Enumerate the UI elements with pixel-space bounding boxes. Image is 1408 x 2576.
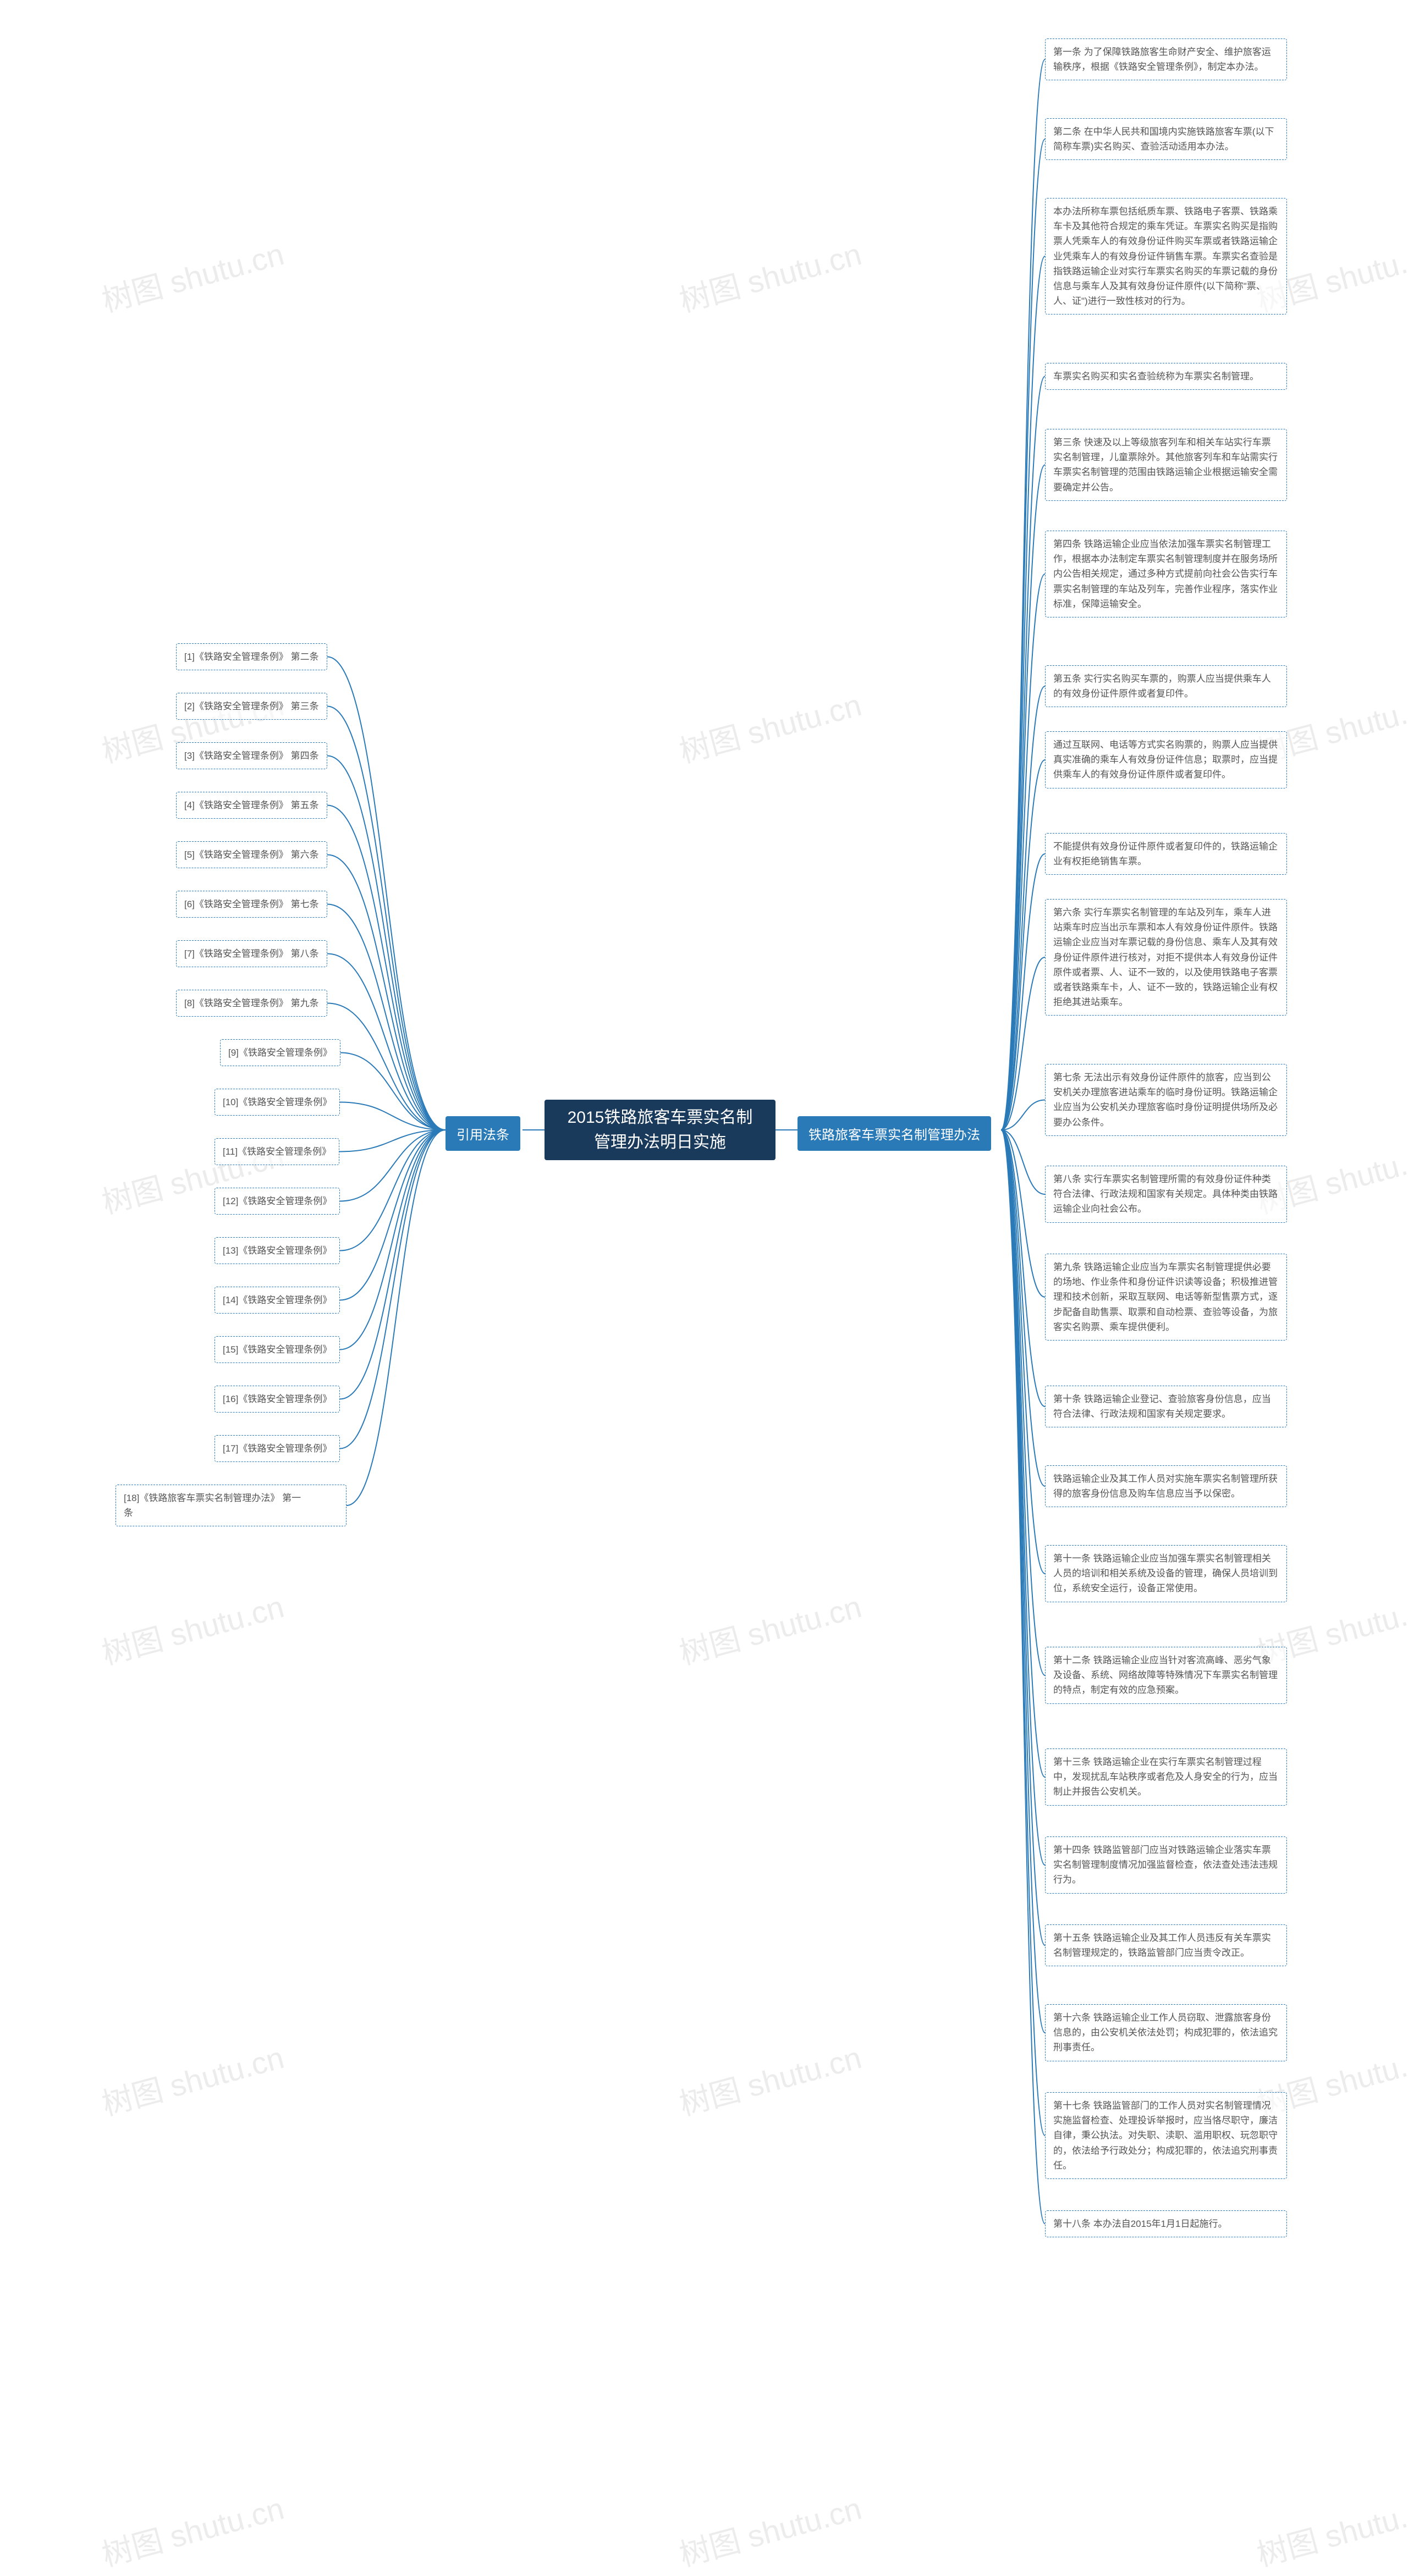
right-leaf: 第七条 无法出示有效身份证件原件的旅客，应当到公安机关办理旅客进站乘车的临时身份… (1045, 1064, 1287, 1136)
right-leaf-text: 第十八条 本办法自2015年1月1日起施行。 (1053, 2219, 1227, 2229)
watermark: 树图 shutu.cn (674, 1582, 866, 1673)
right-leaf: 第十六条 铁路运输企业工作人员窃取、泄露旅客身份信息的，由公安机关依法处罚；构成… (1045, 2004, 1287, 2061)
left-leaf-text: [2]《铁路安全管理条例》 第三条 (184, 701, 319, 711)
left-leaf-text: [6]《铁路安全管理条例》 第七条 (184, 899, 319, 909)
left-leaf: [10]《铁路安全管理条例》 (215, 1089, 340, 1116)
watermark: 树图 shutu.cn (674, 2484, 866, 2575)
right-leaf-text: 不能提供有效身份证件原件或者复印件的，铁路运输企业有权拒绝销售车票。 (1053, 841, 1278, 867)
left-leaf-text: [13]《铁路安全管理条例》 (223, 1245, 332, 1256)
watermark: 树图 shutu.cn (674, 2033, 866, 2124)
left-leaf: [8]《铁路安全管理条例》 第九条 (176, 990, 327, 1017)
right-leaf: 第一条 为了保障铁路旅客生命财产安全、维护旅客运输秩序，根据《铁路安全管理条例》… (1045, 38, 1287, 80)
left-leaf: [9]《铁路安全管理条例》 (220, 1039, 340, 1066)
branch-right-text: 铁路旅客车票实名制管理办法 (809, 1128, 980, 1143)
right-leaf: 第十八条 本办法自2015年1月1日起施行。 (1045, 2210, 1287, 2237)
right-leaf: 第三条 快速及以上等级旅客列车和相关车站实行车票实名制管理，儿童票除外。其他旅客… (1045, 429, 1287, 501)
right-leaf: 第十七条 铁路监管部门的工作人员对实名制管理情况实施监督检查、处理投诉举报时，应… (1045, 2092, 1287, 2179)
left-leaf-text: [12]《铁路安全管理条例》 (223, 1196, 332, 1206)
right-leaf-text: 第十一条 铁路运输企业应当加强车票实名制管理相关人员的培训和相关系统及设备的管理… (1053, 1553, 1278, 1593)
right-leaf: 第九条 铁路运输企业应当为车票实名制管理提供必要的场地、作业条件和身份证件识读等… (1045, 1254, 1287, 1341)
right-leaf: 第十三条 铁路运输企业在实行车票实名制管理过程中，发现扰乱车站秩序或者危及人身安… (1045, 1748, 1287, 1806)
right-leaf-text: 第九条 铁路运输企业应当为车票实名制管理提供必要的场地、作业条件和身份证件识读等… (1053, 1262, 1278, 1332)
right-leaf-text: 第十二条 铁路运输企业应当针对客流高峰、恶劣气象及设备、系统、网络故障等特殊情况… (1053, 1655, 1278, 1695)
right-leaf-text: 第十三条 铁路运输企业在实行车票实名制管理过程中，发现扰乱车站秩序或者危及人身安… (1053, 1757, 1278, 1797)
left-leaf-text: [5]《铁路安全管理条例》 第六条 (184, 850, 319, 860)
left-leaf: [5]《铁路安全管理条例》 第六条 (176, 841, 327, 868)
left-leaf: [16]《铁路安全管理条例》 (215, 1386, 340, 1413)
watermark: 树图 shutu.cn (96, 2033, 288, 2124)
left-leaf: [4]《铁路安全管理条例》 第五条 (176, 792, 327, 819)
right-leaf: 第六条 实行车票实名制管理的车站及列车，乘车人进站乘车时应当出示车票和本人有效身… (1045, 899, 1287, 1016)
left-leaf-text: [11]《铁路安全管理条例》 (223, 1146, 331, 1157)
left-leaf-text: [10]《铁路安全管理条例》 (223, 1097, 332, 1107)
right-leaf: 第五条 实行实名购买车票的，购票人应当提供乘车人的有效身份证件原件或者复印件。 (1045, 665, 1287, 707)
right-leaf: 车票实名购买和实名查验统称为车票实名制管理。 (1045, 363, 1287, 390)
left-leaf: [6]《铁路安全管理条例》 第七条 (176, 891, 327, 918)
right-leaf: 本办法所称车票包括纸质车票、铁路电子客票、铁路乘车卡及其他符合规定的乘车凭证。车… (1045, 198, 1287, 315)
right-leaf-text: 铁路运输企业及其工作人员对实施车票实名制管理所获得的旅客身份信息及购车信息应当予… (1053, 1474, 1278, 1499)
left-leaf-text: [4]《铁路安全管理条例》 第五条 (184, 800, 319, 810)
left-leaf-text: [8]《铁路安全管理条例》 第九条 (184, 998, 319, 1008)
right-leaf: 不能提供有效身份证件原件或者复印件的，铁路运输企业有权拒绝销售车票。 (1045, 833, 1287, 875)
branch-left: 引用法条 (446, 1116, 520, 1151)
left-leaf: [18]《铁路旅客车票实名制管理办法》 第一 条 (116, 1485, 346, 1526)
right-leaf: 第十一条 铁路运输企业应当加强车票实名制管理相关人员的培训和相关系统及设备的管理… (1045, 1545, 1287, 1602)
left-leaf-text: [3]《铁路安全管理条例》 第四条 (184, 751, 319, 761)
left-leaf-text: [15]《铁路安全管理条例》 (223, 1344, 332, 1355)
right-leaf-text: 第十条 铁路运输企业登记、查验旅客身份信息，应当符合法律、行政法规和国家有关规定… (1053, 1394, 1271, 1419)
left-leaf-text: [17]《铁路安全管理条例》 (223, 1443, 332, 1454)
right-leaf-text: 第十七条 铁路监管部门的工作人员对实名制管理情况实施监督检查、处理投诉举报时，应… (1053, 2100, 1278, 2171)
right-leaf-text: 第十五条 铁路运输企业及其工作人员违反有关车票实名制管理规定的，铁路监管部门应当… (1053, 1933, 1271, 1958)
right-leaf-text: 第四条 铁路运输企业应当依法加强车票实名制管理工作，根据本办法制定车票实名制管理… (1053, 539, 1278, 609)
branch-left-text: 引用法条 (457, 1128, 509, 1143)
right-leaf: 第十四条 铁路监管部门应当对铁路运输企业落实车票实名制管理制度情况加强监督检查，… (1045, 1836, 1287, 1894)
right-leaf: 第八条 实行车票实名制管理所需的有效身份证件种类符合法律、行政法规和国家有关规定… (1045, 1166, 1287, 1223)
right-leaf-text: 第一条 为了保障铁路旅客生命财产安全、维护旅客运输秩序，根据《铁路安全管理条例》… (1053, 47, 1271, 72)
right-leaf: 第十二条 铁路运输企业应当针对客流高峰、恶劣气象及设备、系统、网络故障等特殊情况… (1045, 1647, 1287, 1704)
right-leaf-text: 通过互联网、电话等方式实名购票的，购票人应当提供真实准确的乘车人有效身份证件信息… (1053, 740, 1278, 780)
watermark: 树图 shutu.cn (674, 680, 866, 771)
right-leaf-text: 第五条 实行实名购买车票的，购票人应当提供乘车人的有效身份证件原件或者复印件。 (1053, 674, 1271, 699)
left-leaf-text: [7]《铁路安全管理条例》 第八条 (184, 948, 319, 959)
right-leaf-text: 第三条 快速及以上等级旅客列车和相关车站实行车票实名制管理，儿童票除外。其他旅客… (1053, 437, 1278, 493)
left-leaf-text: [18]《铁路旅客车票实名制管理办法》 第一 条 (124, 1493, 301, 1518)
right-leaf: 第四条 铁路运输企业应当依法加强车票实名制管理工作，根据本办法制定车票实名制管理… (1045, 531, 1287, 617)
branch-right: 铁路旅客车票实名制管理办法 (798, 1116, 991, 1151)
watermark: 树图 shutu.cn (96, 1582, 288, 1673)
right-leaf-text: 第十四条 铁路监管部门应当对铁路运输企业落实车票实名制管理制度情况加强监督检查，… (1053, 1845, 1278, 1885)
right-leaf-text: 第二条 在中华人民共和国境内实施铁路旅客车票(以下简称车票)实名购买、查验活动适… (1053, 126, 1274, 152)
right-leaf-text: 本办法所称车票包括纸质车票、铁路电子客票、铁路乘车卡及其他符合规定的乘车凭证。车… (1053, 206, 1278, 306)
right-leaf-text: 第八条 实行车票实名制管理所需的有效身份证件种类符合法律、行政法规和国家有关规定… (1053, 1174, 1278, 1214)
left-leaf-text: [14]《铁路安全管理条例》 (223, 1295, 332, 1305)
left-leaf-text: [9]《铁路安全管理条例》 (228, 1047, 332, 1058)
left-leaf: [3]《铁路安全管理条例》 第四条 (176, 742, 327, 769)
watermark: 树图 shutu.cn (96, 229, 288, 321)
left-leaf: [2]《铁路安全管理条例》 第三条 (176, 693, 327, 720)
right-leaf-text: 车票实名购买和实名查验统称为车票实名制管理。 (1053, 371, 1259, 382)
watermark: 树图 shutu.cn (1251, 2484, 1408, 2575)
watermark: 树图 shutu.cn (674, 229, 866, 321)
right-leaf-text: 第六条 实行车票实名制管理的车站及列车，乘车人进站乘车时应当出示车票和本人有效身… (1053, 907, 1278, 1007)
right-leaf: 第十条 铁路运输企业登记、查验旅客身份信息，应当符合法律、行政法规和国家有关规定… (1045, 1386, 1287, 1427)
left-leaf-text: [16]《铁路安全管理条例》 (223, 1394, 332, 1404)
left-leaf: [15]《铁路安全管理条例》 (215, 1336, 340, 1363)
left-leaf: [11]《铁路安全管理条例》 (215, 1138, 339, 1165)
right-leaf-text: 第十六条 铁路运输企业工作人员窃取、泄露旅客身份信息的，由公安机关依法处罚；构成… (1053, 2012, 1278, 2053)
right-leaf-text: 第七条 无法出示有效身份证件原件的旅客，应当到公安机关办理旅客进站乘车的临时身份… (1053, 1072, 1278, 1128)
left-leaf: [14]《铁路安全管理条例》 (215, 1287, 340, 1314)
right-leaf: 第十五条 铁路运输企业及其工作人员违反有关车票实名制管理规定的，铁路监管部门应当… (1045, 1924, 1287, 1966)
center-node: 2015铁路旅客车票实名制 管理办法明日实施 (544, 1100, 776, 1160)
right-leaf: 第二条 在中华人民共和国境内实施铁路旅客车票(以下简称车票)实名购买、查验活动适… (1045, 118, 1287, 160)
center-text: 2015铁路旅客车票实名制 管理办法明日实施 (568, 1105, 753, 1155)
left-leaf-text: [1]《铁路安全管理条例》 第二条 (184, 652, 319, 662)
left-leaf: [12]《铁路安全管理条例》 (215, 1188, 340, 1215)
left-leaf: [7]《铁路安全管理条例》 第八条 (176, 940, 327, 967)
watermark: 树图 shutu.cn (96, 2484, 288, 2575)
left-leaf: [13]《铁路安全管理条例》 (215, 1237, 340, 1264)
left-leaf: [1]《铁路安全管理条例》 第二条 (176, 643, 327, 670)
right-leaf: 铁路运输企业及其工作人员对实施车票实名制管理所获得的旅客身份信息及购车信息应当予… (1045, 1465, 1287, 1507)
left-leaf: [17]《铁路安全管理条例》 (215, 1435, 340, 1462)
right-leaf: 通过互联网、电话等方式实名购票的，购票人应当提供真实准确的乘车人有效身份证件信息… (1045, 731, 1287, 788)
